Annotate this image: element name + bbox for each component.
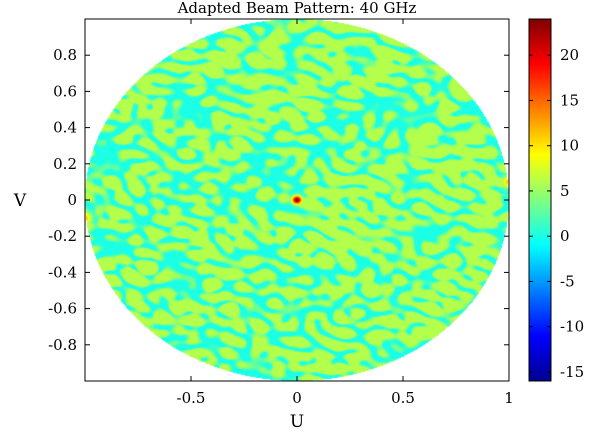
y-tick-label: -0.6 [48,300,77,318]
colorbar-tick-label: 20 [560,46,579,64]
colorbar-gradient [529,19,551,381]
y-tick-label: -0.4 [48,263,77,281]
y-axis-ticks: 0.8 0.6 0.4 0.2 0 -0.2 -0.4 -0.6 -0.8 [48,46,509,354]
y-tick-label: -0.2 [48,227,77,245]
colorbar-tick-label: 10 [560,137,579,155]
x-tick-label: 1 [504,389,514,407]
x-tick-label: 0.5 [391,389,415,407]
y-tick-label: 0.4 [53,119,77,137]
y-axis-label: V [13,191,27,211]
x-tick-label: -0.5 [177,389,206,407]
colorbar-tick-label: -5 [560,272,575,290]
y-tick-label: 0.6 [53,82,77,100]
plot-area: 0.8 0.6 0.4 0.2 0 -0.2 -0.4 -0.6 -0.8 -0.5 0 0.5 1 [48,18,514,407]
y-tick-label: 0.2 [53,155,77,173]
colorbar-tick-label: 0 [560,227,570,245]
colorbar-tick-label: -15 [560,363,584,381]
y-tick-label: 0.8 [53,46,77,64]
colorbar-tick-label: 5 [560,182,570,200]
colorbar-ticks: 20 15 10 5 0 -5 -10 -15 [529,46,584,381]
y-tick-label: 0 [67,191,77,209]
colorbar-tick-label: 15 [560,91,579,109]
colorbar-tick-label: -10 [560,318,584,336]
x-axis-ticks: -0.5 0 0.5 1 [177,19,514,407]
x-tick-label: 0 [292,389,302,407]
x-axis-label: U [290,412,304,432]
colorbar-box [528,18,552,382]
y-tick-label: -0.8 [48,336,77,354]
colorbar: 20 15 10 5 0 -5 -10 -15 [528,18,584,382]
heatmap-image [85,19,509,381]
chart-title: Adapted Beam Pattern: 40 GHz [177,0,417,17]
